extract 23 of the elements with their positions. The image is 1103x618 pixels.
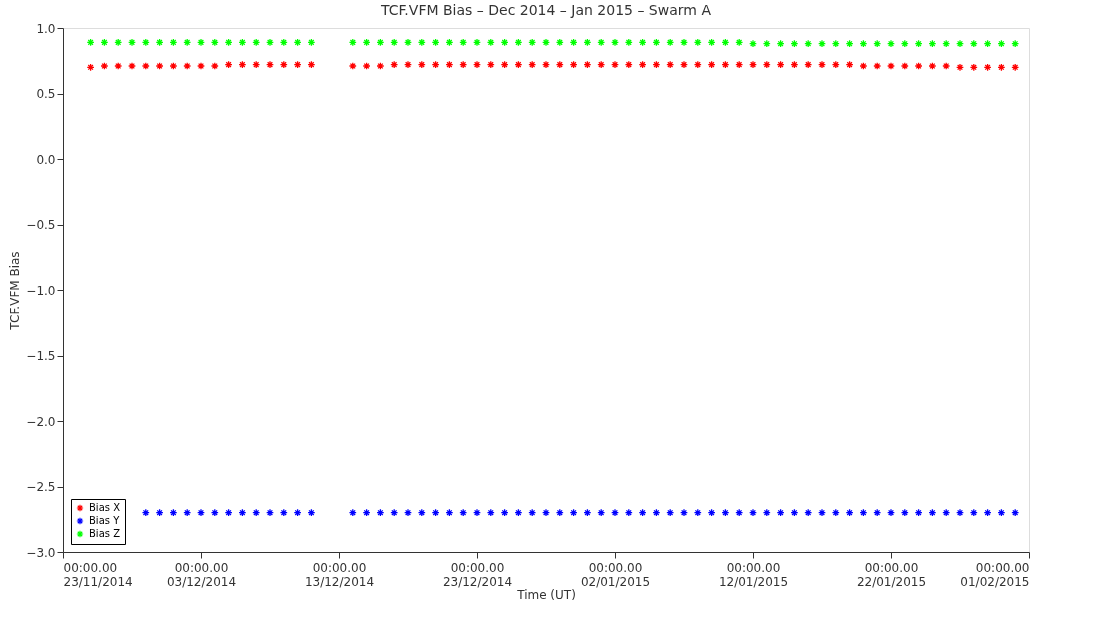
y-tick-label: −0.5 xyxy=(26,218,56,232)
y-tick-label: 0.5 xyxy=(36,87,56,101)
chart-title: TCF.VFM Bias – Dec 2014 – Jan 2015 – Swarm A xyxy=(380,2,712,18)
x-tick-label: 00:00.00 13/12/2014 xyxy=(304,560,375,589)
x-tick-label: 00:00.00 22/01/2015 xyxy=(856,560,927,589)
y-tick-label: 0.0 xyxy=(36,152,56,167)
y-tick-label: 1.0 xyxy=(36,21,56,36)
x-tick-label: 00:00.00 23/12/2014 xyxy=(442,560,513,589)
legend-label: Bias Y xyxy=(89,515,121,526)
x-tick-label: 00:00.00 12/01/2015 xyxy=(718,560,789,589)
y-tick-label: −3.0 xyxy=(26,545,56,560)
y-axis-title: TCF.VFM Bias xyxy=(8,251,23,331)
legend-label: Bias Z xyxy=(89,528,121,539)
y-tick-label: −1.5 xyxy=(26,349,56,363)
x-axis-title: Time (UT) xyxy=(516,587,576,602)
y-tick-label: −2.5 xyxy=(26,480,56,494)
legend-label: Bias X xyxy=(89,502,121,513)
x-tick-label: 00:00.00 01/02/2015 xyxy=(960,560,1030,589)
x-tick-label: 00:00.00 03/12/2014 xyxy=(166,560,237,589)
y-tick-label: −2.0 xyxy=(26,414,56,429)
y-tick-label: −1.0 xyxy=(26,283,56,298)
x-tick-label: 00:00.00 02/01/2015 xyxy=(580,560,651,589)
x-tick-label: 00:00.00 23/11/2014 xyxy=(63,560,133,589)
